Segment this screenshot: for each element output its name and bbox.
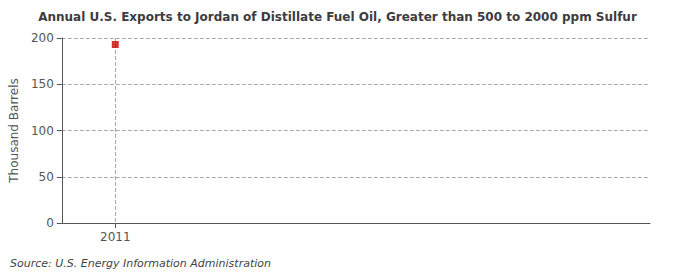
svg-text:200: 200 xyxy=(31,31,54,45)
svg-text:Annual U.S. Exports to Jordan: Annual U.S. Exports to Jordan of Distill… xyxy=(38,10,637,24)
svg-text:Thousand Barrels: Thousand Barrels xyxy=(7,78,21,183)
svg-text:Source: U.S. Energy Informatio: Source: U.S. Energy Information Administ… xyxy=(10,257,271,270)
svg-text:0: 0 xyxy=(46,216,54,230)
svg-text:150: 150 xyxy=(31,77,54,91)
svg-text:50: 50 xyxy=(39,170,54,184)
svg-text:2011: 2011 xyxy=(100,230,131,244)
svg-text:100: 100 xyxy=(31,124,54,138)
